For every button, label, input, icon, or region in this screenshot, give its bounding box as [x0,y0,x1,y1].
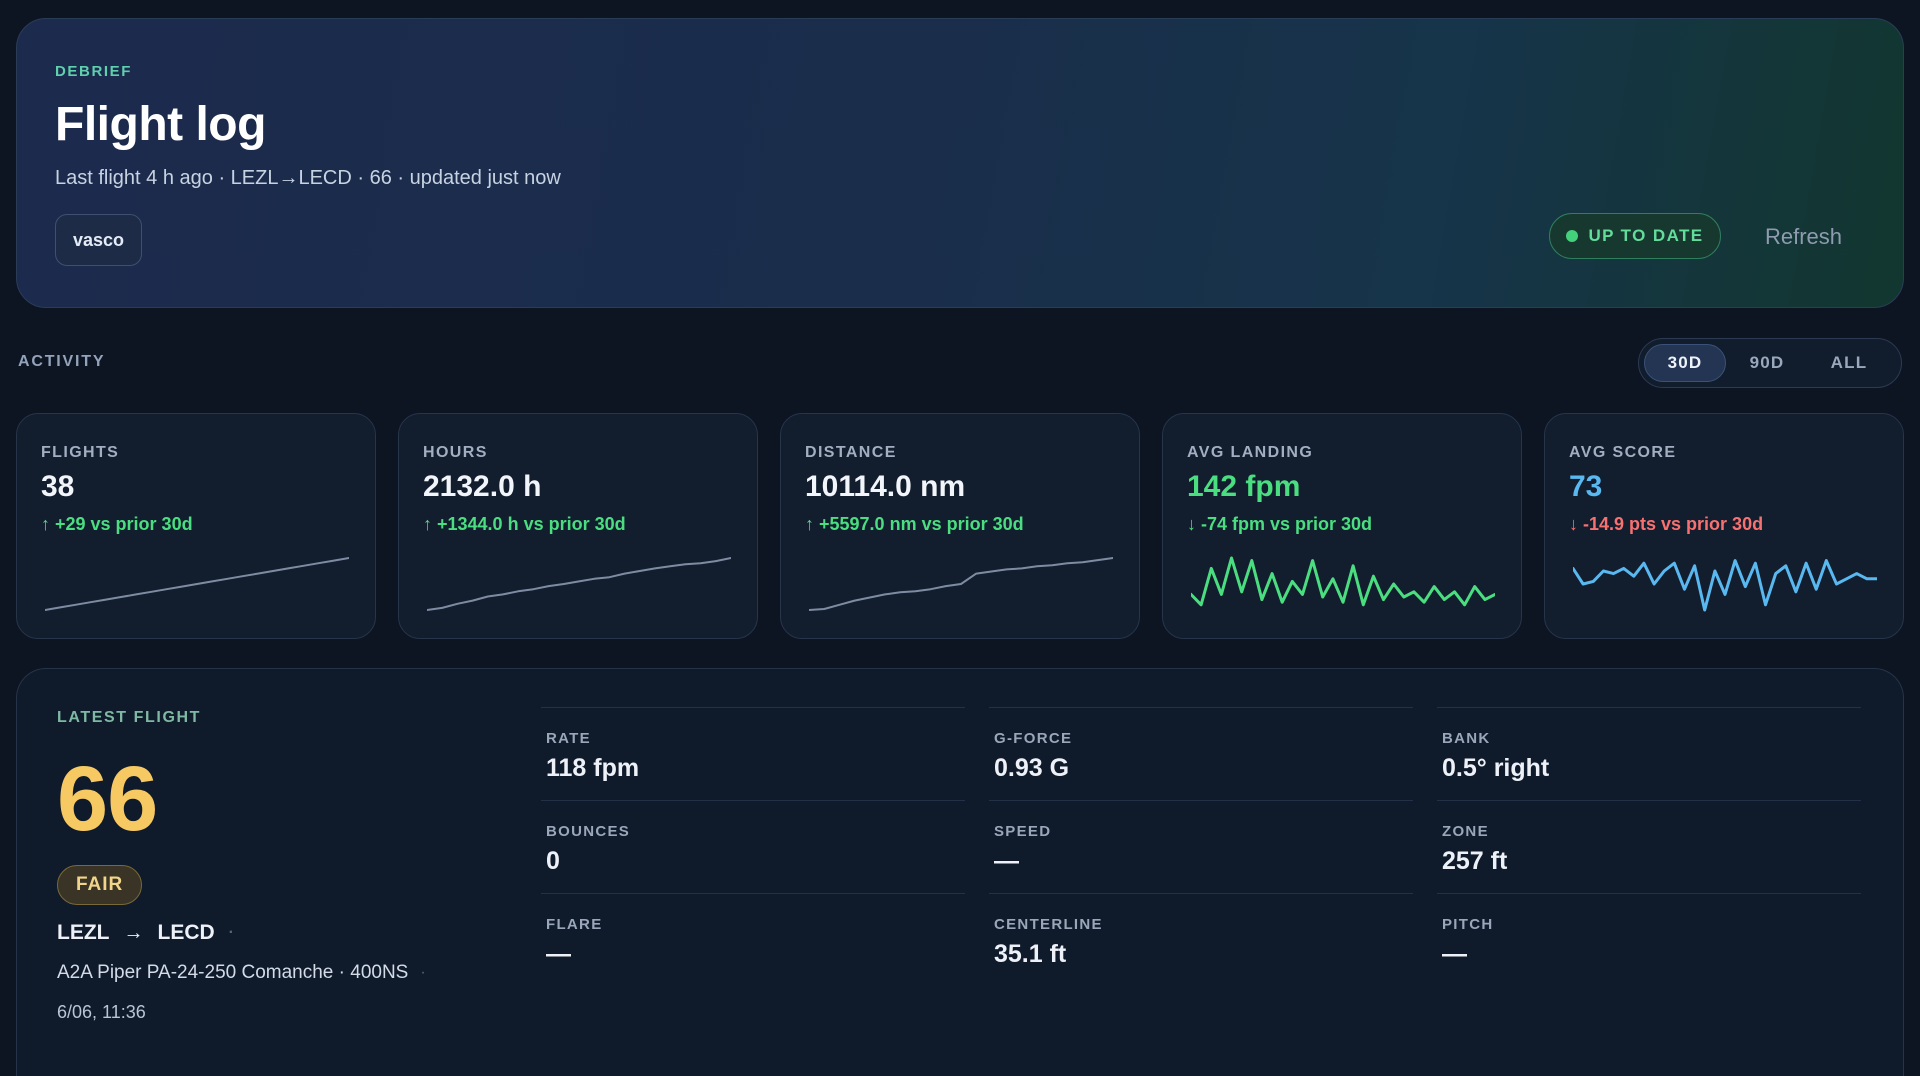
sparkline-flights [45,557,349,611]
stat-delta: ↑ +5597.0 nm vs prior 30d [805,514,1024,534]
metric-pitch: PITCH — [1437,893,1861,985]
flight-datetime: 6/06, 11:36 [57,1002,146,1022]
range-30d-button[interactable]: 30D [1644,344,1726,382]
metric-value: — [546,940,571,968]
separator-dot-icon: · [228,924,234,941]
stat-card-avg-score: AVG SCORE 73 ↓ -14.9 pts vs prior 30d [1544,413,1904,639]
stat-card-avg-landing: AVG LANDING 142 fpm ↓ -74 fpm vs prior 3… [1162,413,1522,639]
metric-label: BANK [1442,730,1491,747]
metric-value: 257 ft [1442,847,1508,875]
stat-delta: ↑ +29 vs prior 30d [41,514,193,534]
stat-label: HOURS [423,444,488,461]
stat-value: 73 [1569,470,1603,503]
stat-delta: ↑ +1344.0 h vs prior 30d [423,514,626,534]
sparkline-avg-score [1573,559,1877,612]
range-all-button[interactable]: ALL [1830,353,1868,372]
latest-score: 66 [57,748,158,850]
sparkline-path [427,557,731,611]
stat-value: 38 [41,470,75,503]
metric-value: 35.1 ft [994,940,1067,968]
metric-bank: BANK 0.5° right [1437,707,1861,799]
metric-value: 118 fpm [546,754,640,782]
route-origin: LEZL [57,921,110,944]
range-90d-button[interactable]: 90D [1749,353,1785,372]
range-toggle: 30D 90D ALL [1638,338,1902,388]
aircraft: A2A Piper PA-24-250 Comanche · 400NS · [57,962,426,984]
metric-value: 0.93 G [994,754,1070,782]
route-destination: LECD [157,921,215,944]
stat-value: 2132.0 h [423,470,542,503]
sparkline-path [809,557,1113,611]
metric-label: ZONE [1442,823,1489,840]
stat-label: AVG LANDING [1187,444,1314,461]
stats-row: FLIGHTS 38 ↑ +29 vs prior 30d HOURS 2132… [16,413,1904,639]
refresh-button[interactable]: Refresh [1765,224,1843,249]
latest-eyebrow: LATEST FLIGHT [57,709,202,726]
metric-g-force: G-FORCE 0.93 G [989,707,1413,799]
metric-label: RATE [546,730,591,747]
stat-delta: ↓ -14.9 pts vs prior 30d [1569,514,1764,534]
status-badge: UP TO DATE [1549,213,1721,259]
sparkline-path [45,557,349,611]
status-label: UP TO DATE [1588,226,1704,245]
metric-flare: FLARE — [541,893,965,985]
arrow-right-icon: → [123,921,144,944]
user-chip[interactable]: vasco [55,214,143,266]
stat-label: AVG SCORE [1569,444,1677,461]
stat-label: FLIGHTS [41,444,120,461]
metric-zone: ZONE 257 ft [1437,800,1861,892]
stat-card-hours: HOURS 2132.0 h ↑ +1344.0 h vs prior 30d [398,413,758,639]
page-title: Flight log [55,98,266,151]
stat-delta: ↓ -74 fpm vs prior 30d [1187,514,1373,534]
metric-speed: SPEED — [989,800,1413,892]
sparkline-path [1573,559,1877,612]
status-dot-icon [1566,230,1579,242]
route: LEZL → LECD · [57,921,234,945]
stat-value: 142 fpm [1187,470,1301,503]
metric-rate: RATE 118 fpm [541,707,965,799]
header-card: DEBRIEF Flight log Last flight 4 h ago ·… [16,18,1904,308]
stat-value: 10114.0 nm [805,470,966,503]
grade-badge: FAIR [57,865,143,905]
metric-label: SPEED [994,823,1052,840]
stat-card-distance: DISTANCE 10114.0 nm ↑ +5597.0 nm vs prio… [780,413,1140,639]
metric-value: 0 [546,847,560,875]
latest-flight-card: LATEST FLIGHT 66 FAIR LEZL → LECD · A2A … [16,668,1904,1076]
separator-dot-icon: · [420,964,426,981]
sparkline-avg-landing [1191,556,1495,607]
metric-value: 0.5° right [1442,754,1550,782]
header-subtitle: Last flight 4 h ago · LEZL→LECD · 66 · u… [55,167,561,189]
aircraft-label: A2A Piper PA-24-250 Comanche · 400NS [57,962,409,983]
metric-centerline: CENTERLINE 35.1 ft [989,893,1413,985]
activity-label: ACTIVITY [18,353,106,370]
metric-label: G-FORCE [994,730,1073,747]
metric-label: BOUNCES [546,823,631,840]
metric-value: — [994,847,1019,875]
metric-bounces: BOUNCES 0 [541,800,965,892]
stat-label: DISTANCE [805,444,897,461]
header-eyebrow: DEBRIEF [55,63,133,80]
stat-card-flights: FLIGHTS 38 ↑ +29 vs prior 30d [16,413,376,639]
metric-label: PITCH [1442,916,1494,933]
metric-label: CENTERLINE [994,916,1103,933]
metric-label: FLARE [546,916,603,933]
metric-value: — [1442,940,1467,968]
sparkline-path [1191,556,1495,607]
sparkline-hours [427,557,731,611]
sparkline-distance [809,557,1113,611]
